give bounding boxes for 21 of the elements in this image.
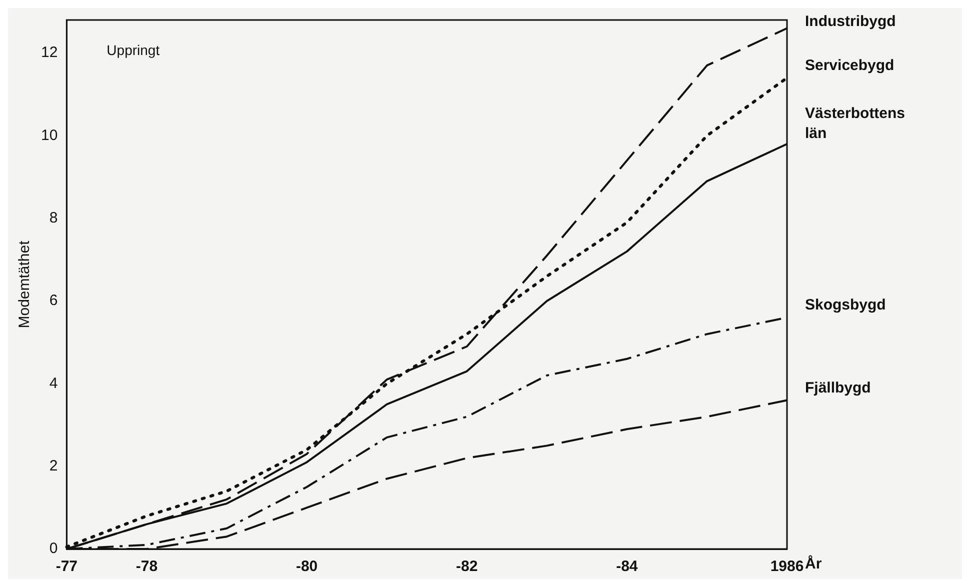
x-tick-label: -78 (136, 558, 158, 576)
y-tick-label: 6 (49, 292, 58, 310)
y-tick-label: 0 (49, 540, 58, 558)
x-tick-label: -80 (296, 558, 318, 576)
y-axis-title: Modemtäthet (16, 240, 34, 328)
y-tick-label: 2 (49, 457, 58, 474)
series-label: Västerbottens län (805, 105, 906, 142)
series-label: Skogsbygd (805, 296, 886, 314)
y-tick-label: 10 (40, 126, 58, 144)
x-tick-label: -77 (56, 558, 78, 576)
series-label: Servicebygd (805, 57, 894, 74)
annotation: Uppringt (106, 42, 160, 58)
x-tick-label: -82 (456, 558, 478, 576)
y-tick-label: 4 (49, 374, 58, 392)
series-label: Fjällbygd (805, 379, 871, 396)
x-axis-title: År (805, 554, 822, 573)
series-label: Industribygd (805, 13, 896, 30)
x-tick-label: 1986 (770, 558, 804, 576)
y-tick-label: 12 (40, 44, 58, 62)
y-tick-label: 8 (49, 210, 58, 227)
x-tick-label: -84 (616, 558, 638, 576)
